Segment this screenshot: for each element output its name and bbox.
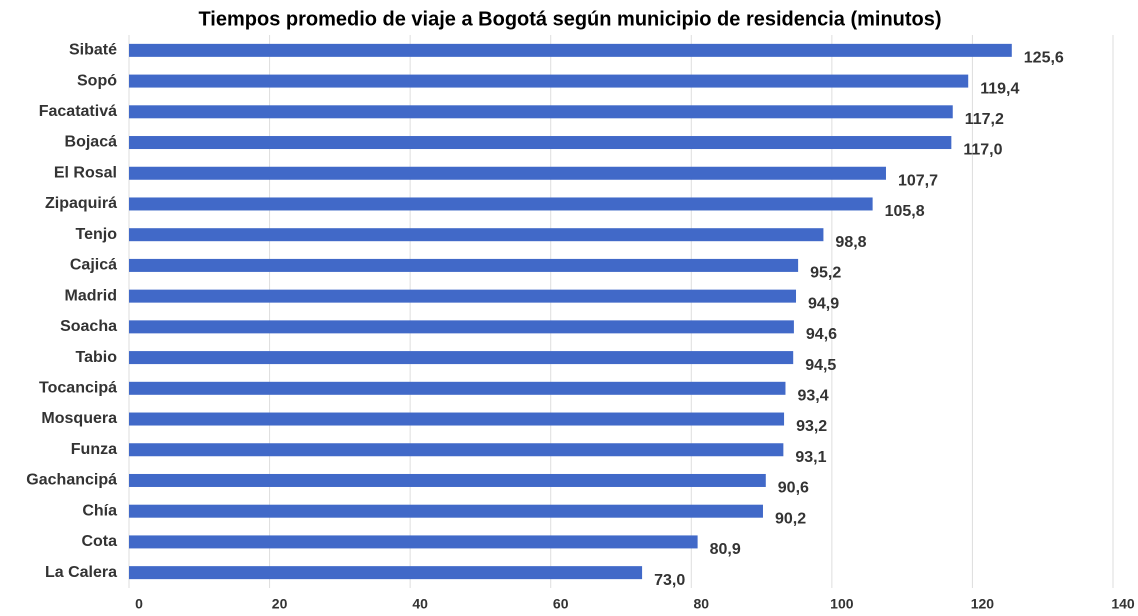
x-tick-label: 60 [553,596,569,612]
bar [129,535,698,549]
y-tick-label: Soacha [60,318,117,335]
value-label: 94,9 [808,295,839,312]
x-tick-label: 140 [1111,596,1135,612]
bar [129,443,784,457]
x-tick-label: 80 [693,596,709,612]
y-tick-label: Tenjo [76,226,118,243]
bar [129,258,799,272]
y-tick-label: Sopó [77,72,117,89]
y-tick-label: Chía [82,502,117,519]
bar [129,43,1012,57]
bar [129,136,952,150]
y-tick-label: Tabio [76,349,118,366]
bar [129,105,953,119]
value-label: 73,0 [654,572,685,589]
bar [129,197,873,211]
value-label: 94,6 [806,326,837,343]
value-label: 117,0 [963,142,1002,159]
value-label: 93,1 [795,449,826,466]
value-label: 90,2 [775,510,806,527]
bar [129,74,969,88]
y-tick-label: El Rosal [54,164,117,181]
y-tick-label: Bojacá [65,134,118,151]
bar [129,566,643,580]
x-tick-label: 0 [135,596,143,612]
x-tick-label: 120 [971,596,995,612]
y-tick-label: La Calera [45,564,117,581]
y-tick-label: Funza [71,441,117,458]
value-label: 107,7 [898,172,938,189]
bar [129,412,785,426]
bar [129,473,766,487]
y-tick-label: Tocancipá [39,380,117,397]
value-label: 98,8 [835,234,866,251]
value-label: 80,9 [710,541,741,558]
y-tick-label: Mosquera [41,410,117,427]
y-tick-label: Cota [81,533,117,550]
value-label: 93,4 [797,388,828,405]
value-label: 125,6 [1024,50,1064,67]
value-label: 94,5 [805,357,836,374]
y-tick-label: Madrid [65,287,117,304]
value-label: 119,4 [980,80,1019,97]
value-label: 95,2 [810,265,841,282]
x-tick-label: 20 [272,596,288,612]
value-label: 93,2 [796,418,827,435]
bar [129,166,886,180]
y-tick-label: Zipaquirá [45,195,117,212]
value-label: 117,2 [965,111,1004,128]
bar [129,228,824,242]
y-tick-label: Gachancipá [26,472,117,489]
y-tick-label: Facatativá [39,103,117,120]
bar [129,381,786,395]
value-label: 105,8 [885,203,925,220]
value-label: 90,6 [778,480,809,497]
x-tick-label: 40 [412,596,428,612]
chart-title: Tiempos promedio de viaje a Bogotá según… [198,8,941,30]
bar [129,320,794,334]
bar [129,504,763,518]
bar [129,351,794,365]
bar [129,289,797,303]
x-tick-label: 100 [830,596,854,612]
y-tick-label: Sibaté [69,42,117,59]
y-tick-label: Cajicá [70,257,117,274]
